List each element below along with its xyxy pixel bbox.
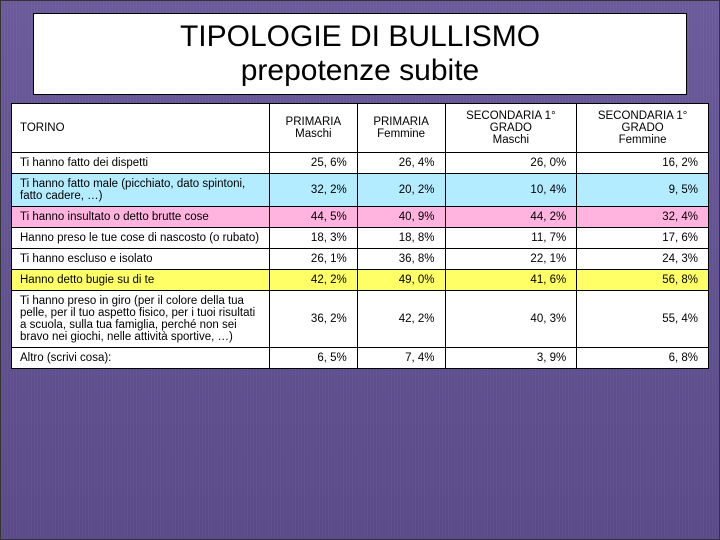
cell-value: 49, 0% [357, 270, 445, 291]
cell-value: 26, 1% [269, 249, 357, 270]
cell-value: 26, 0% [445, 153, 577, 174]
cell-value: 42, 2% [269, 270, 357, 291]
cell-value: 10, 4% [445, 174, 577, 207]
cell-value: 9, 5% [577, 174, 709, 207]
table-row: Ti hanno fatto dei dispetti25, 6%26, 4%2… [12, 153, 709, 174]
table-row: Hanno detto bugie su di te42, 2%49, 0%41… [12, 270, 709, 291]
row-label: Ti hanno fatto dei dispetti [12, 153, 270, 174]
cell-value: 3, 9% [445, 348, 577, 369]
header-col4: SECONDARIA 1°GRADOFemmine [577, 104, 709, 153]
header-col3: SECONDARIA 1°GRADOMaschi [445, 104, 577, 153]
cell-value: 24, 3% [577, 249, 709, 270]
table-row: Ti hanno preso in giro (per il colore de… [12, 291, 709, 348]
cell-value: 44, 2% [445, 207, 577, 228]
title-line1: TIPOLOGIE DI BULLISMO [44, 20, 676, 54]
table-row: Ti hanno fatto male (picchiato, dato spi… [12, 174, 709, 207]
cell-value: 22, 1% [445, 249, 577, 270]
cell-value: 6, 5% [269, 348, 357, 369]
row-label: Hanno preso le tue cose di nascosto (o r… [12, 228, 270, 249]
cell-value: 17, 6% [577, 228, 709, 249]
cell-value: 42, 2% [357, 291, 445, 348]
row-label: Ti hanno escluso e isolato [12, 249, 270, 270]
cell-value: 56, 8% [577, 270, 709, 291]
cell-value: 55, 4% [577, 291, 709, 348]
table-row: Ti hanno insultato o detto brutte cose44… [12, 207, 709, 228]
cell-value: 40, 9% [357, 207, 445, 228]
cell-value: 11, 7% [445, 228, 577, 249]
cell-value: 20, 2% [357, 174, 445, 207]
cell-value: 6, 8% [577, 348, 709, 369]
cell-value: 41, 6% [445, 270, 577, 291]
cell-value: 18, 3% [269, 228, 357, 249]
table-row: Altro (scrivi cosa):6, 5%7, 4%3, 9%6, 8% [12, 348, 709, 369]
cell-value: 16, 2% [577, 153, 709, 174]
header-rowhead: TORINO [12, 104, 270, 153]
data-table: TORINO PRIMARIAMaschi PRIMARIAFemmine SE… [11, 103, 709, 369]
table-row: Hanno preso le tue cose di nascosto (o r… [12, 228, 709, 249]
cell-value: 36, 8% [357, 249, 445, 270]
cell-value: 26, 4% [357, 153, 445, 174]
header-col2: PRIMARIAFemmine [357, 104, 445, 153]
table-row: Ti hanno escluso e isolato26, 1%36, 8%22… [12, 249, 709, 270]
cell-value: 44, 5% [269, 207, 357, 228]
header-col1: PRIMARIAMaschi [269, 104, 357, 153]
title-line2: prepotenze subite [44, 54, 676, 88]
cell-value: 7, 4% [357, 348, 445, 369]
cell-value: 36, 2% [269, 291, 357, 348]
row-label: Ti hanno insultato o detto brutte cose [12, 207, 270, 228]
row-label: Ti hanno fatto male (picchiato, dato spi… [12, 174, 270, 207]
title-box: TIPOLOGIE DI BULLISMO prepotenze subite [33, 13, 687, 95]
cell-value: 18, 8% [357, 228, 445, 249]
row-label: Altro (scrivi cosa): [12, 348, 270, 369]
row-label: Ti hanno preso in giro (per il colore de… [12, 291, 270, 348]
cell-value: 32, 2% [269, 174, 357, 207]
cell-value: 40, 3% [445, 291, 577, 348]
cell-value: 25, 6% [269, 153, 357, 174]
cell-value: 32, 4% [577, 207, 709, 228]
row-label: Hanno detto bugie su di te [12, 270, 270, 291]
